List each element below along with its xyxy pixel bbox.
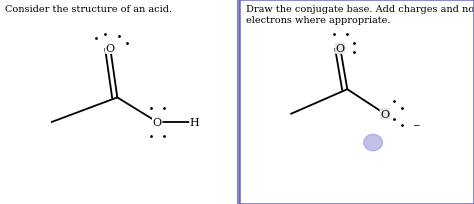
Text: H: H	[190, 118, 200, 127]
Text: Consider the structure of an acid.: Consider the structure of an acid.	[5, 5, 172, 14]
Text: O: O	[106, 44, 115, 54]
Text: O: O	[153, 118, 162, 127]
Text: Draw the conjugate base. Add charges and non-bonding
electrons where appropriate: Draw the conjugate base. Add charges and…	[246, 5, 474, 24]
Text: O: O	[380, 109, 390, 119]
Text: −: −	[411, 120, 419, 129]
Circle shape	[364, 135, 383, 151]
Text: O: O	[336, 44, 345, 54]
